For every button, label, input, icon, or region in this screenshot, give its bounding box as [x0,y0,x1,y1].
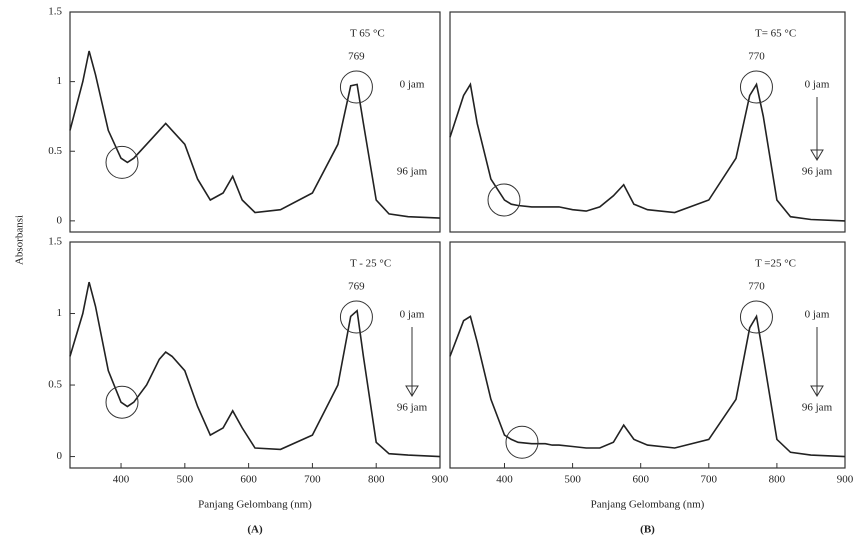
plot-frame [450,12,845,232]
panel: 1.5 1 0.5 0 T 65 °C 769 0 jam 96 jam Absorbansi [14,6,440,266]
x-axis-label: Panjang Gelombang (nm) [591,499,705,511]
panel: 400 500 600 700 800 900 T =25 °C 770 0 jam 96 jam… [450,242,854,536]
x-tick-label: 600 [240,474,257,486]
x-tick-label: 500 [564,474,581,486]
temperature-label: T 65 °C [350,28,385,40]
y-tick-label: 1 [57,75,63,87]
x-tick-label: 400 [496,474,513,486]
panel: 1.5 1 0.5 0 400 500 600 700 800 900 T - 25 °C 769 0 … [48,236,449,536]
y-tick-label: 1.5 [48,6,62,18]
x-tick-label: 700 [304,474,321,486]
peak-circle [340,301,372,333]
start-label: 0 jam [400,79,425,91]
start-label: 0 jam [805,309,830,321]
y-tick-label: 0.5 [48,379,62,391]
start-label: 0 jam [805,79,830,91]
temperature-label: T - 25 °C [350,258,391,270]
x-axis-label: Panjang Gelombang (nm) [198,499,312,511]
end-label: 96 jam [397,402,428,414]
y-tick-label: 0 [57,214,63,226]
spectrum-line [450,84,845,221]
figure: 1.5 1 0.5 0 T 65 °C 769 0 jam 96 jam Absorbansi T… [0,0,862,543]
panel: T= 65 °C 770 0 jam 96 jam [450,12,845,232]
panel-label: (B) [640,524,655,536]
x-tick-label: 900 [837,474,854,486]
plot-frame [70,12,440,232]
spectrum-line [70,282,440,457]
temperature-label: T= 65 °C [755,28,796,40]
x-tick-label: 700 [701,474,718,486]
panel-label: (A) [247,524,263,536]
peak-circle [340,71,372,103]
peak-label: 769 [348,51,365,63]
temperature-label: T =25 °C [755,258,796,270]
y-tick-label: 1 [57,307,63,319]
x-tick-label: 600 [632,474,649,486]
y-axis-label: Absorbansi [14,215,26,265]
x-tick-label: 400 [113,474,130,486]
x-tick-label: 500 [177,474,194,486]
y-tick-label: 0 [57,450,63,462]
x-tick-label: 800 [769,474,786,486]
y-tick-label: 1.5 [48,236,62,248]
end-label: 96 jam [802,402,833,414]
start-label: 0 jam [400,309,425,321]
plot-frame [450,242,845,468]
peak-label: 769 [348,281,365,293]
x-tick-label: 900 [432,474,449,486]
plot-frame [70,242,440,468]
spectrum-line [70,51,440,218]
peak-label: 770 [748,281,765,293]
region-circle [106,146,138,178]
end-label: 96 jam [397,166,428,178]
y-tick-label: 0.5 [48,145,62,157]
peak-label: 770 [748,51,765,63]
spectrum-line [450,316,845,456]
end-label: 96 jam [802,166,833,178]
x-tick-label: 800 [368,474,385,486]
page: 1.5 1 0.5 0 T 65 °C 769 0 jam 96 jam Absorbansi T… [0,0,862,543]
